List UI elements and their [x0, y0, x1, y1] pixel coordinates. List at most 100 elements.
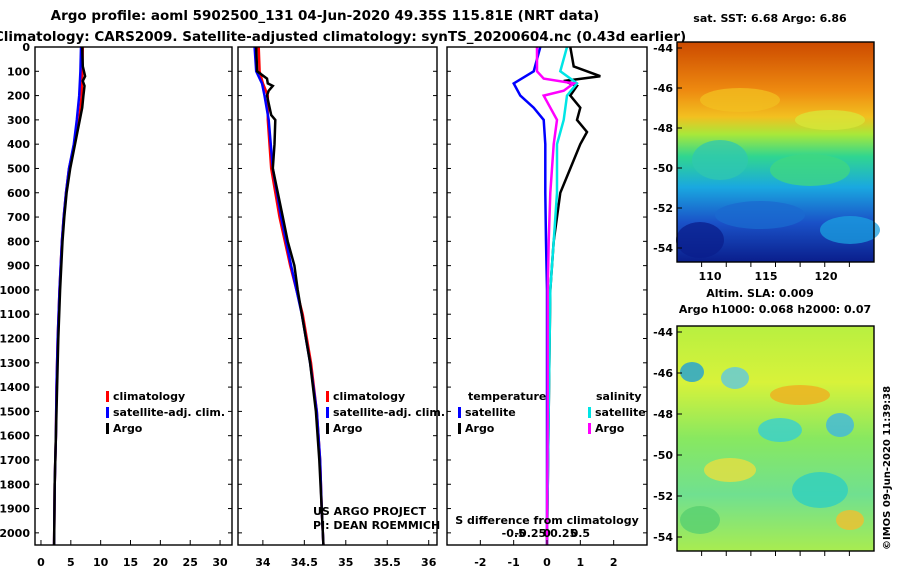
- sst-lon-label: 115: [755, 270, 778, 283]
- diff-temp-legend-swatch: [458, 423, 461, 434]
- sal-x-tick-label: 35: [338, 556, 353, 569]
- sal-legend-label: climatology: [333, 390, 405, 403]
- diff-s-tick-label: 0: [543, 527, 551, 540]
- sal-legend-label: satellite-adj. clim.: [333, 406, 445, 419]
- temp-x-tick-label: 25: [183, 556, 198, 569]
- diff-x-tick-label: 2: [610, 556, 618, 569]
- sal-legend-swatch: [326, 391, 329, 402]
- depth-tick-label: 1900: [0, 503, 30, 516]
- diff-sal-legend-label: satellite: [595, 406, 646, 419]
- diff-legend-header-temperature: temperature: [468, 390, 546, 403]
- temp-legend-swatch: [106, 423, 109, 434]
- sst-map-title: sat. SST: 6.68 Argo: 6.86: [693, 12, 847, 25]
- depth-tick-label: 1000: [0, 284, 30, 297]
- temperature-profile-series-satellite-adj-clim-: [52, 46, 83, 546]
- salinity-profile-series-satellite-adj-clim-: [253, 46, 325, 546]
- sal-x-tick-label: 34.5: [291, 556, 318, 569]
- temp-x-tick-label: 5: [67, 556, 75, 569]
- diff-temp-legend-label: satellite: [465, 406, 516, 419]
- salinity-profile-series-argo: [254, 46, 325, 546]
- diff-s-tick-label: -0.5: [502, 527, 526, 540]
- diff-sal-legend-label: Argo: [595, 422, 625, 435]
- sla-map: Altim. SLA: 0.009 Argo h1000: 0.068 h200…: [653, 287, 893, 556]
- sal-legend-label: Argo: [333, 422, 363, 435]
- diff-s-tick-label: -0.25: [514, 527, 546, 540]
- diff-sal-legend-swatch: [588, 407, 591, 418]
- diff-x-tick-label: -2: [474, 556, 486, 569]
- depth-tick-label: 1200: [0, 333, 30, 346]
- sst-lat-label: -54: [653, 242, 673, 255]
- annotation-line: PI: DEAN ROEMMICH: [313, 519, 440, 532]
- difference-from-climatology-series-s-argo: [535, 47, 577, 546]
- title-line-1: Argo profile: aoml 5902500_131 04-Jun-20…: [51, 8, 600, 24]
- diff-x-tick-label: 0: [543, 556, 551, 569]
- diff-legend-header-salinity: salinity: [596, 390, 642, 403]
- sal-x-tick-label: 34: [255, 556, 271, 569]
- depth-tick-label: 600: [7, 187, 30, 200]
- difference-from-climatology-panel: -2 -1 0 1 2-0.5-0.250 0.250.5S difference fro…: [446, 46, 648, 569]
- diff-xlabel: S difference from climatology: [455, 514, 639, 527]
- depth-tick-label: 300: [7, 114, 30, 127]
- sla-lat-label: -46: [653, 367, 673, 380]
- depth-tick-label: 1100: [0, 308, 30, 321]
- profile-panels: 0100200300400500600700800900100011001200…: [0, 41, 648, 569]
- depth-tick-label: 400: [7, 138, 30, 151]
- diff-temp-legend-label: Argo: [465, 422, 495, 435]
- sla-lat-label: -50: [653, 449, 673, 462]
- diff-s-tick-label: 0.25: [550, 527, 577, 540]
- sal-legend-swatch: [326, 407, 329, 418]
- sst-lat-label: -46: [653, 82, 673, 95]
- depth-tick-label: 1700: [0, 454, 30, 467]
- diff-temp-legend-swatch: [458, 407, 461, 418]
- annotation-line: US ARGO PROJECT: [313, 505, 426, 518]
- temp-x-tick-label: 20: [153, 556, 169, 569]
- sst-map: sat. SST: 6.68 Argo: 6.86 -44 -46 -48 -50 -5…: [653, 12, 880, 283]
- temp-legend-label: climatology: [113, 390, 185, 403]
- diff-x-tick-label: 1: [577, 556, 585, 569]
- depth-tick-label: 1600: [0, 430, 30, 443]
- sla-lat-label: -44: [653, 326, 673, 339]
- credit-text: ©IMOS 09-Jun-2020 11:39:38: [882, 386, 893, 550]
- sst-lon-label: 120: [815, 270, 838, 283]
- temp-x-tick-label: 15: [123, 556, 138, 569]
- sla-map-features: [680, 362, 864, 534]
- depth-tick-label: 1800: [0, 478, 30, 491]
- temp-x-tick-label: 10: [93, 556, 109, 569]
- depth-tick-label: 2000: [0, 527, 30, 540]
- diff-sal-legend-swatch: [588, 423, 591, 434]
- temperature-profile-series-argo: [52, 46, 87, 546]
- title-line-2: Climatology: CARS2009. Satellite-adjuste…: [0, 29, 686, 45]
- depth-tick-label: 800: [7, 235, 30, 248]
- temperature-profile-frame: [34, 46, 233, 546]
- sst-lat-label: -50: [653, 162, 673, 175]
- difference-from-climatology-series-t-argo: [545, 46, 601, 546]
- temp-legend-label: satellite-adj. clim.: [113, 406, 225, 419]
- temperature-profile-panel: 0 5 10 15 20 25 30 climatology satellite-adj. cl…: [34, 46, 233, 569]
- temp-x-tick-label: 30: [212, 556, 228, 569]
- sst-lat-label: -52: [653, 202, 673, 215]
- temp-x-tick-label: 0: [37, 556, 45, 569]
- temp-legend-swatch: [106, 391, 109, 402]
- diff-x-tick-label: -1: [508, 556, 520, 569]
- sal-legend-swatch: [326, 423, 329, 434]
- sla-lat-label: -48: [653, 408, 673, 421]
- depth-tick-label: 1300: [0, 357, 30, 370]
- depth-tick-label: 1400: [0, 381, 30, 394]
- sla-lat-label: -54: [653, 531, 673, 544]
- temp-legend-label: Argo: [113, 422, 143, 435]
- temp-legend-swatch: [106, 407, 109, 418]
- sal-x-tick-label: 36: [421, 556, 437, 569]
- diff-s-tick-label: 0.5: [571, 527, 591, 540]
- difference-from-climatology-series-t-satellite: [512, 46, 549, 545]
- depth-tick-label: 900: [7, 260, 30, 273]
- depth-tick-label: 200: [7, 90, 30, 103]
- depth-tick-label: 100: [7, 65, 30, 78]
- depth-tick-label: 700: [7, 211, 30, 224]
- sla-lat-label: -52: [653, 490, 673, 503]
- difference-from-climatology-series-s-satellite: [545, 46, 579, 546]
- depth-tick-label: 500: [7, 162, 30, 175]
- depth-tick-label: 0: [22, 41, 30, 54]
- sst-lat-label: -48: [653, 122, 673, 135]
- sla-map-title-1: Altim. SLA: 0.009: [706, 287, 813, 300]
